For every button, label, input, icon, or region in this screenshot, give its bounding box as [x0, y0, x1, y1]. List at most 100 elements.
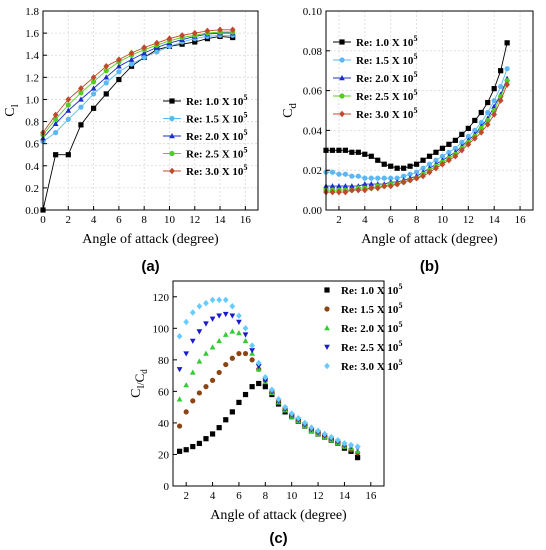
legend-marker: [324, 287, 330, 293]
data-point: [362, 175, 368, 181]
data-point: [255, 363, 262, 370]
x-tick-label: 2: [183, 490, 189, 502]
data-point: [262, 384, 268, 390]
y-tick-label: 0.06: [303, 86, 323, 98]
panel-label: (c): [269, 530, 287, 547]
data-point: [433, 157, 439, 163]
data-point: [394, 180, 401, 188]
legend-label-text: Re: 3.0 X 10: [356, 109, 414, 121]
data-point: [394, 175, 400, 181]
x-tick-label: 10: [286, 490, 298, 502]
x-tick-label: 12: [189, 214, 200, 226]
data-point: [504, 66, 510, 72]
x-tick-label: 4: [91, 214, 97, 226]
data-point: [52, 120, 59, 126]
data-point: [433, 164, 439, 172]
data-point: [374, 184, 381, 192]
data-point: [176, 448, 183, 454]
data-point: [498, 84, 504, 90]
legend-label: Re: 1.5 X 105: [186, 111, 247, 126]
legend-label-exponent: 5: [243, 93, 247, 102]
series-1: [323, 40, 510, 171]
data-point: [209, 344, 216, 350]
data-point: [196, 440, 202, 447]
x-tick-label: 6: [236, 490, 242, 502]
data-point: [196, 390, 202, 396]
legend-label: Re: 1.0 X 105: [356, 34, 417, 49]
legend-marker: [324, 325, 330, 331]
data-point: [183, 318, 190, 326]
data-point: [65, 96, 72, 103]
legend-label-text: Re: 1.5 X 10: [341, 304, 399, 316]
data-point: [249, 384, 255, 390]
legend-marker: [324, 306, 330, 312]
legend-label-exponent: 5: [398, 301, 402, 310]
y-tick-label: 0.10: [303, 6, 323, 18]
data-point: [472, 117, 478, 124]
y-tick-label: 0.00: [303, 205, 323, 217]
legend-label-exponent: 5: [413, 34, 417, 43]
y-tick-label: 80: [158, 355, 170, 367]
x-tick-label: 8: [141, 214, 147, 226]
data-point: [426, 161, 433, 167]
data-point: [355, 173, 361, 179]
data-point: [472, 127, 478, 133]
legend-marker: [339, 93, 345, 99]
data-point: [209, 296, 216, 304]
series-4: [176, 311, 361, 452]
data-point: [90, 79, 97, 85]
data-point: [413, 161, 420, 167]
data-point: [236, 330, 242, 336]
data-point: [349, 186, 355, 194]
y-tick-label: 20: [158, 449, 170, 461]
data-point: [249, 342, 255, 349]
legend-label-text: Re: 2.0 X 10: [341, 323, 399, 335]
plot-frame: [42, 10, 259, 211]
data-point: [328, 433, 335, 441]
legend-marker: [169, 133, 175, 139]
data-point: [336, 147, 342, 153]
data-point: [192, 39, 198, 45]
legend-marker: [339, 39, 345, 45]
legend-marker: [324, 362, 330, 370]
data-point: [116, 63, 122, 69]
data-point: [485, 109, 491, 116]
x-axis-label: Angle of attack (degree): [210, 508, 347, 523]
data-point: [249, 357, 255, 363]
data-point: [216, 296, 223, 304]
data-point: [229, 313, 236, 319]
data-point: [368, 175, 374, 181]
x-tick-label: 16: [515, 214, 527, 226]
series-line: [42, 31, 233, 136]
x-tick-label: 2: [66, 214, 72, 226]
legend-marker: [169, 150, 175, 157]
y-tick-label: 1.6: [25, 28, 39, 40]
y-axis-label-main: C: [281, 109, 296, 118]
x-tick-label: 10: [437, 214, 449, 226]
x-tick-label: 12: [313, 490, 324, 502]
data-point: [387, 182, 394, 190]
x-tick-label: 16: [240, 214, 252, 226]
data-point: [491, 97, 497, 104]
data-point: [407, 171, 413, 177]
data-point: [255, 359, 262, 367]
data-point: [103, 91, 109, 97]
y-tick-label: 1.8: [25, 6, 39, 18]
data-point: [433, 149, 439, 155]
legend-label-text: Re: 3.0 X 10: [186, 166, 244, 178]
data-point: [189, 338, 196, 344]
data-point: [216, 369, 222, 376]
data-point: [401, 173, 407, 179]
legend-label-exponent: 5: [243, 128, 247, 137]
y-tick-label: 1.0: [25, 94, 39, 106]
data-point: [256, 380, 262, 387]
data-point: [394, 165, 400, 171]
data-point: [471, 135, 478, 142]
data-point: [196, 302, 203, 310]
legend-label-text: Re: 3.0 X 10: [341, 361, 399, 373]
data-point: [236, 350, 242, 357]
data-point: [189, 309, 196, 316]
